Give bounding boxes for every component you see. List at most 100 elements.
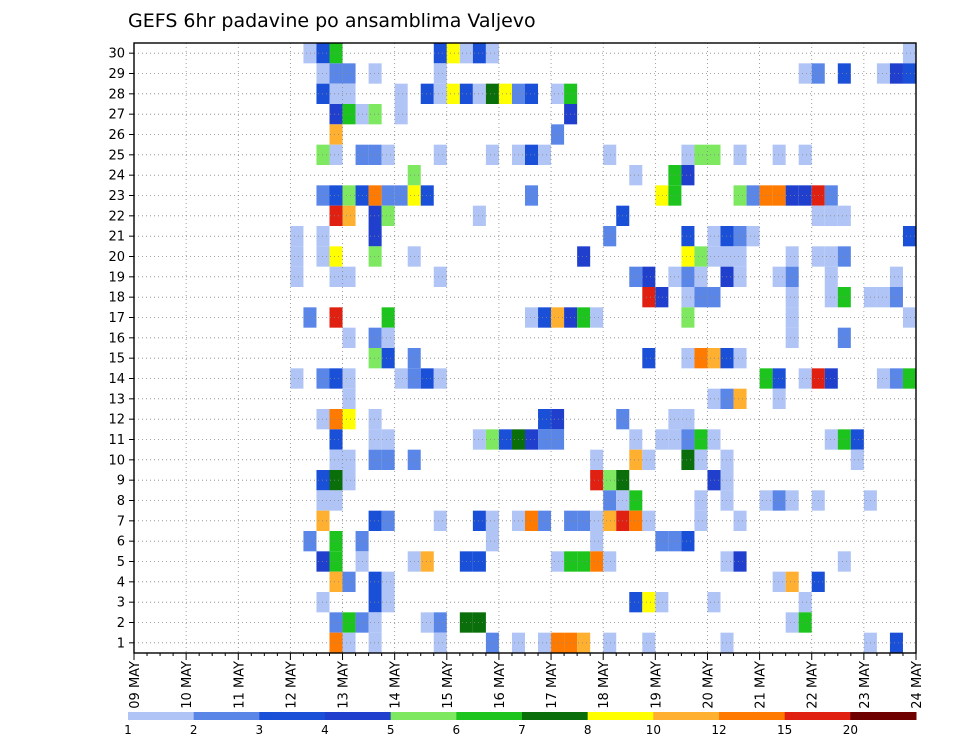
y-tick-label: 19: [108, 270, 125, 285]
heatmap-cell: [551, 124, 565, 145]
legend-label: 2: [190, 723, 198, 737]
heatmap-cell: [824, 287, 838, 308]
y-tick-label: 28: [108, 87, 125, 102]
heatmap-cell: [577, 632, 591, 653]
heatmap-cell: [472, 83, 486, 104]
heatmap-cell: [381, 185, 395, 206]
heatmap-cell: [603, 510, 617, 531]
heatmap-cell: [837, 246, 851, 267]
heatmap-cell: [329, 429, 343, 450]
heatmap-cell: [485, 83, 499, 104]
heatmap-cell: [329, 43, 343, 64]
heatmap-cell: [733, 266, 747, 287]
y-tick-label: 25: [108, 148, 125, 163]
y-tick-label: 12: [108, 413, 125, 428]
heatmap-cell: [733, 510, 747, 531]
heatmap-cell: [381, 144, 395, 165]
heatmap-cell: [446, 43, 460, 64]
heatmap-cell: [433, 63, 447, 84]
heatmap-cell: [290, 226, 304, 247]
heatmap-cell: [342, 388, 356, 409]
heatmap-cell: [303, 531, 317, 552]
heatmap-cell: [525, 144, 539, 165]
y-tick-label: 11: [108, 433, 125, 448]
heatmap-cell: [472, 551, 486, 572]
heatmap-cell: [720, 470, 734, 491]
heatmap-cell: [498, 83, 512, 104]
heatmap-cell: [368, 246, 382, 267]
heatmap-cell: [590, 449, 604, 470]
heatmap-cell: [472, 43, 486, 64]
y-tick-label: 21: [108, 230, 125, 245]
heatmap-cell: [342, 83, 356, 104]
legend-label: 4: [321, 723, 329, 737]
heatmap-cell: [381, 348, 395, 369]
heatmap-cell: [368, 63, 382, 84]
heatmap-cell: [342, 409, 356, 430]
heatmap-cell: [603, 470, 617, 491]
heatmap-cell: [720, 449, 734, 470]
heatmap-cell: [329, 490, 343, 511]
heatmap-cell: [798, 612, 812, 633]
heatmap-cell: [329, 632, 343, 653]
y-tick-label: 27: [108, 108, 125, 123]
legend-swatch: [390, 712, 457, 720]
heatmap-cell: [381, 429, 395, 450]
heatmap-cell: [381, 307, 395, 328]
heatmap-cell: [551, 632, 565, 653]
y-tick-label: 7: [117, 514, 125, 529]
legend-label: 1: [124, 723, 132, 737]
heatmap-cell: [342, 327, 356, 348]
heatmap-cell: [329, 63, 343, 84]
heatmap-cell: [538, 632, 552, 653]
heatmap-cell: [733, 226, 747, 247]
heatmap-cell: [368, 510, 382, 531]
heatmap-cell: [772, 388, 786, 409]
legend-swatch: [850, 712, 917, 720]
legend-swatch: [193, 712, 260, 720]
heatmap-cell: [381, 510, 395, 531]
heatmap-cell: [303, 43, 317, 64]
heatmap-cell: [394, 83, 408, 104]
heatmap-cell: [551, 409, 565, 430]
heatmap-cell: [850, 429, 864, 450]
heatmap-cell: [642, 449, 656, 470]
legend-label: 12: [711, 723, 726, 737]
heatmap-cell: [433, 510, 447, 531]
heatmap-cell: [889, 632, 903, 653]
color-legend: 1 2 3 4 5 6 7 8 10 12 15 20: [124, 712, 917, 737]
heatmap-cell: [681, 409, 695, 430]
legend-label: 7: [518, 723, 526, 737]
heatmap-cell: [577, 307, 591, 328]
heatmap-cell: [694, 449, 708, 470]
x-tick-label: 14 MAY: [389, 661, 404, 709]
legend-label: 8: [584, 723, 592, 737]
heatmap-cell: [342, 185, 356, 206]
y-tick-label: 29: [108, 67, 125, 82]
heatmap-cell: [681, 307, 695, 328]
heatmap-cell: [798, 185, 812, 206]
heatmap-cell: [420, 368, 434, 389]
heatmap-cell: [629, 165, 643, 186]
heatmap-cell: [433, 144, 447, 165]
heatmap-cell: [368, 632, 382, 653]
heatmap-cell: [538, 429, 552, 450]
heatmap-cell: [329, 144, 343, 165]
x-axis: 09 MAY 10 MAY 11 MAY 12 MAY 13 MAY 14 MAY 15 M…: [128, 653, 925, 709]
heatmap-cell: [746, 226, 760, 247]
y-tick-label: 22: [108, 209, 125, 224]
heatmap-cell: [720, 490, 734, 511]
heatmap-cell: [420, 83, 434, 104]
heatmap-cell: [381, 592, 395, 613]
heatmap-cell: [342, 632, 356, 653]
heatmap-cell: [694, 287, 708, 308]
heatmap-cell: [329, 124, 343, 145]
heatmap-cell: [694, 246, 708, 267]
heatmap-cell: [590, 470, 604, 491]
heatmap-cell: [329, 571, 343, 592]
heatmap-cell: [577, 510, 591, 531]
heatmap-cell: [485, 531, 499, 552]
heatmap-cell: [381, 571, 395, 592]
heatmap-cell: [681, 246, 695, 267]
heatmap-cell: [368, 449, 382, 470]
